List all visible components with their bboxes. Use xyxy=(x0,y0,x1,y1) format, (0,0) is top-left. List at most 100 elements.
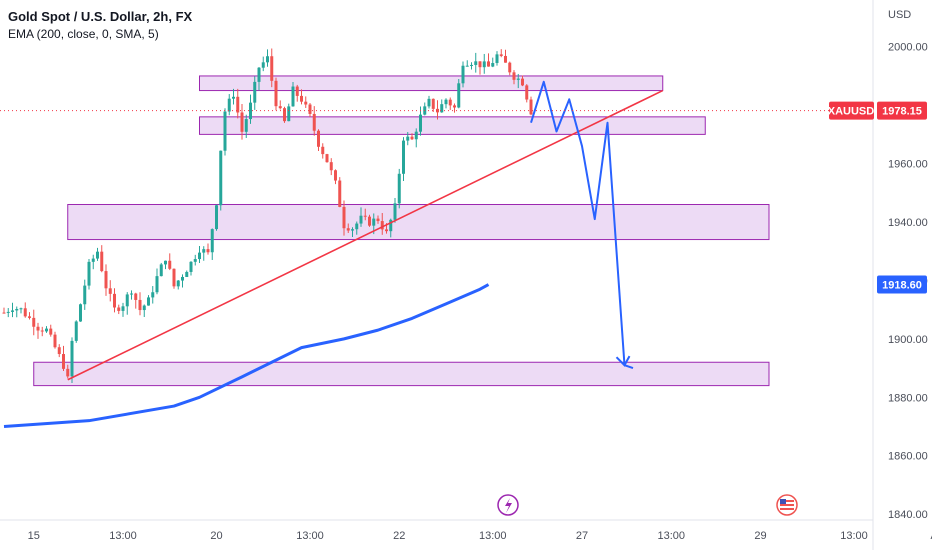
candle-body xyxy=(338,180,342,207)
price-tick-label: 1900.00 xyxy=(888,334,928,346)
candle-body xyxy=(53,334,57,348)
candle-body xyxy=(79,304,82,322)
chart-legend[interactable]: Gold Spot / U.S. Dollar, 2h, FX EMA (200… xyxy=(8,8,192,43)
projection-path[interactable] xyxy=(530,80,634,370)
trendline[interactable] xyxy=(67,89,664,381)
candle-body xyxy=(274,80,278,107)
candle-body xyxy=(117,307,121,311)
candle-body xyxy=(36,326,40,331)
price-tick-label: 1860.00 xyxy=(888,451,928,463)
candle-body xyxy=(151,292,155,298)
ema-indicator-label[interactable]: EMA (200, close, 0, SMA, 5) xyxy=(8,27,159,41)
candle-body xyxy=(121,306,125,311)
candle-body xyxy=(100,251,104,272)
candle-body xyxy=(266,56,269,63)
candle-body xyxy=(342,206,346,229)
candle-body xyxy=(19,308,23,310)
candle-body xyxy=(210,229,214,253)
zone-0[interactable] xyxy=(199,75,664,92)
candle-body xyxy=(62,354,65,369)
candle-body xyxy=(11,310,14,312)
earnings-flash-icon[interactable] xyxy=(497,494,519,516)
candle-body xyxy=(495,54,499,64)
time-tick-label: 13:00 xyxy=(840,530,868,542)
candle-body xyxy=(380,221,384,230)
time-tick-label: 20 xyxy=(210,530,222,542)
candle-body xyxy=(96,251,99,259)
candle-body xyxy=(172,268,176,287)
candle-body xyxy=(521,78,524,86)
candle-body xyxy=(508,62,512,73)
symbol-title[interactable]: Gold Spot / U.S. Dollar, 2h, FX xyxy=(8,9,193,24)
candle-body xyxy=(470,64,473,66)
support-resistance-zones[interactable] xyxy=(33,75,770,387)
zone-2[interactable] xyxy=(67,203,770,241)
candle-body xyxy=(363,215,367,217)
candle-body xyxy=(113,293,116,308)
candle-body xyxy=(261,62,265,68)
candle-body xyxy=(491,63,495,67)
price-tick-label: 1840.00 xyxy=(888,509,928,521)
candle-body xyxy=(499,54,503,56)
candle-body xyxy=(70,340,74,377)
candle-body xyxy=(240,112,244,132)
candle-body xyxy=(219,150,223,206)
candle-body xyxy=(134,293,138,300)
candle-body xyxy=(253,81,257,103)
candle-body xyxy=(185,271,189,277)
candle-body xyxy=(66,368,70,377)
candle-body xyxy=(155,276,159,293)
candle-body xyxy=(504,55,507,63)
candle-body xyxy=(385,229,388,232)
candle-body xyxy=(355,223,359,230)
candle-body xyxy=(419,114,422,132)
candle-body xyxy=(40,330,44,332)
currency-label: USD xyxy=(888,9,911,21)
time-tick-label: 13:00 xyxy=(109,530,137,542)
candle-body xyxy=(487,61,490,67)
candle-body xyxy=(457,83,461,108)
candle-body xyxy=(287,106,291,122)
time-tick-label: 27 xyxy=(576,530,588,542)
symbol-badge xyxy=(829,101,874,120)
candle-body xyxy=(351,229,354,231)
candle-body xyxy=(181,276,184,281)
price-tick-label: 1960.00 xyxy=(888,159,928,171)
price-tick-label: 1880.00 xyxy=(888,392,928,404)
candle-body xyxy=(325,154,329,163)
candle-body xyxy=(49,328,53,335)
candle-body xyxy=(57,347,61,355)
candle-body xyxy=(104,271,108,289)
candle-body xyxy=(138,299,142,311)
us-flag-icon[interactable] xyxy=(776,494,798,516)
time-axis-ticks: 15 13:00 20 13:00 22 13:00 27 13:00 29 13:00 Apr xyxy=(28,530,932,542)
candle-body xyxy=(393,203,397,220)
zone-1[interactable] xyxy=(199,116,706,135)
candle-body xyxy=(329,162,333,171)
candle-body xyxy=(223,111,227,151)
time-tick-label: 13:00 xyxy=(479,530,507,542)
candle-body xyxy=(440,104,444,113)
candle-body xyxy=(15,308,19,311)
ema-line[interactable] xyxy=(3,283,490,429)
candle-body xyxy=(321,146,325,155)
candle-body xyxy=(74,321,78,341)
price-axis-area[interactable] xyxy=(873,0,932,550)
candle-body xyxy=(83,285,87,305)
candle-body xyxy=(23,308,27,317)
drawings[interactable] xyxy=(3,80,664,429)
candle-body xyxy=(249,102,252,120)
candle-body xyxy=(474,61,478,65)
candle-body xyxy=(465,65,469,67)
price-tick-label: 2000.00 xyxy=(888,42,928,54)
candle-body xyxy=(372,218,376,226)
last-price-badge: XAUUSD 1978.15 xyxy=(828,101,927,120)
candle-body xyxy=(525,85,529,100)
zone-3[interactable] xyxy=(33,361,770,387)
ema-badge xyxy=(877,275,927,294)
candle-body xyxy=(232,96,235,99)
candle-body xyxy=(389,219,393,232)
candle-body xyxy=(202,249,206,253)
time-tick-label: 13:00 xyxy=(657,530,685,542)
